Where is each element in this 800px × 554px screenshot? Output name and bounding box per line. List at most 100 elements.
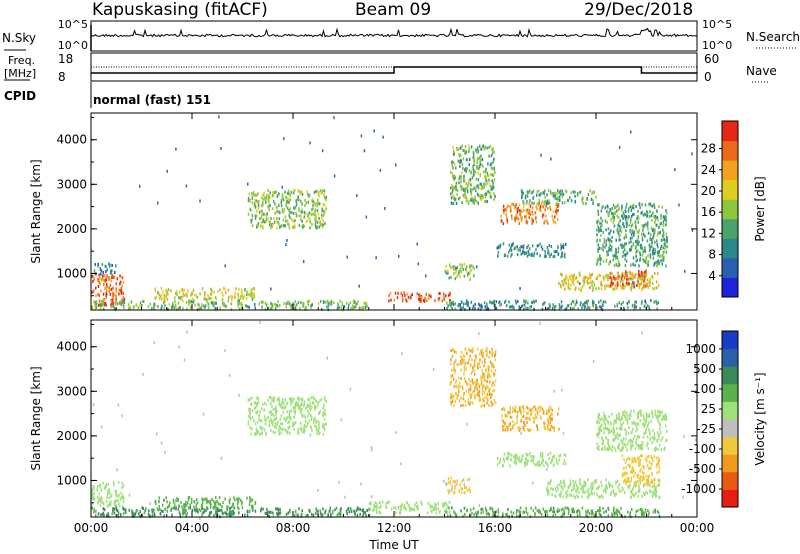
power-cell: [268, 223, 271, 227]
power-cell: [494, 171, 496, 174]
velocity-cell: [608, 428, 610, 432]
power-cell: [578, 191, 581, 194]
velocity-cell: [238, 507, 240, 511]
velocity-cell: [646, 414, 648, 417]
power-colorbar-segment: [722, 140, 738, 161]
power-cell: [474, 195, 476, 199]
velocity-cell: [630, 489, 632, 493]
velocity-cell: [597, 486, 600, 490]
power-cell: [221, 291, 223, 295]
power-cell: [523, 299, 525, 303]
power-cell: [618, 238, 620, 242]
velocity-cell: [624, 443, 626, 446]
power-cell: [183, 288, 185, 292]
power-cell: [629, 271, 632, 275]
velocity-cell: [505, 457, 508, 460]
velocity-cell: [320, 397, 323, 401]
power-cell: [196, 296, 199, 299]
velocity-cell: [469, 354, 471, 358]
velocity-cell: [285, 512, 288, 516]
velocity-cell: [483, 391, 486, 395]
power-cell: [572, 279, 575, 283]
velocity-cell: [526, 412, 528, 415]
velocity-cell: [526, 460, 528, 464]
velocity-cell: [162, 510, 164, 513]
power-cell: [256, 223, 258, 227]
power-cell: [531, 300, 533, 304]
power-speckle: [139, 184, 141, 188]
power-cell: [524, 252, 526, 256]
power-cell: [493, 197, 495, 201]
velocity-cell: [469, 400, 472, 404]
velocity-cell: [624, 428, 626, 432]
power-cell: [301, 210, 303, 214]
velocity-cell: [597, 414, 600, 418]
velocity-cell: [639, 480, 642, 484]
velocity-cell: [491, 350, 494, 354]
power-cell: [352, 299, 355, 303]
power-cell: [105, 293, 108, 297]
power-speckle: [285, 243, 287, 247]
power-speckle: [519, 287, 521, 290]
velocity-cell: [167, 505, 170, 508]
power-cell: [508, 250, 510, 254]
power-cell: [555, 209, 557, 213]
power-cell: [309, 220, 311, 224]
power-cell: [248, 207, 251, 211]
power-cell: [104, 279, 106, 283]
power-cell: [532, 244, 534, 248]
power-cell: [506, 206, 508, 210]
power-cell: [251, 224, 254, 228]
velocity-cell: [595, 480, 597, 484]
power-cell: [268, 194, 270, 198]
velocity-cell: [575, 490, 578, 494]
power-cell: [284, 215, 287, 219]
power-cell: [557, 189, 559, 192]
power-cell: [294, 205, 297, 209]
velocity-cell: [496, 463, 499, 467]
power-cell: [244, 287, 246, 291]
power-cell: [631, 206, 634, 210]
power-cell: [661, 256, 664, 260]
power-cell: [455, 197, 457, 201]
velocity-cell: [421, 502, 423, 506]
power-cell: [461, 186, 464, 190]
power-cell: [240, 301, 243, 305]
velocity-cell: [491, 383, 493, 387]
power-cell: [525, 251, 527, 255]
power-cell: [639, 251, 641, 255]
power-cell: [166, 307, 169, 311]
velocity-cell: [547, 425, 549, 429]
velocity-cell: [560, 490, 562, 494]
velocity-cell: [257, 420, 259, 424]
velocity-cell: [627, 476, 629, 480]
power-cell: [111, 263, 113, 267]
velocity-cell: [552, 510, 554, 514]
velocity-cell: [323, 403, 325, 407]
velocity-cell: [607, 431, 610, 435]
power-cell: [324, 203, 326, 207]
power-cell: [531, 301, 534, 305]
velocity-cell: [621, 439, 624, 443]
power-cell: [573, 307, 576, 311]
velocity-cell: [268, 424, 271, 428]
power-cell: [652, 247, 655, 251]
power-cell: [102, 271, 104, 274]
power-cell: [553, 305, 555, 309]
velocity-cell: [493, 399, 496, 402]
power-cell: [405, 299, 408, 303]
power-cell: [312, 200, 314, 204]
power-cell: [653, 233, 655, 237]
power-cell: [179, 306, 181, 309]
power-cell: [549, 303, 551, 307]
power-cell: [656, 233, 659, 237]
velocity-cell: [552, 455, 554, 459]
velocity-cell: [652, 414, 654, 418]
power-cell: [523, 303, 526, 307]
velocity-cell: [249, 497, 252, 501]
power-cell: [404, 294, 406, 298]
power-cell: [298, 207, 300, 211]
power-cell: [472, 153, 475, 157]
power-cell: [559, 189, 562, 193]
power-cell: [564, 252, 566, 256]
